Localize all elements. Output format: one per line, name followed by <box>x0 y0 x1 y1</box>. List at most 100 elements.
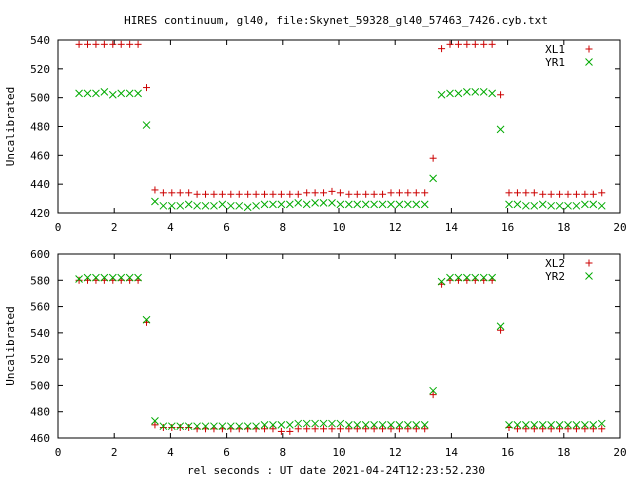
data-point <box>311 199 319 207</box>
data-point <box>117 40 125 48</box>
data-point <box>286 190 294 198</box>
data-point <box>320 425 328 433</box>
data-point <box>261 425 269 433</box>
data-point <box>547 421 556 429</box>
data-point <box>193 190 201 198</box>
x-tick-label: 20 <box>613 221 626 234</box>
data-point <box>581 421 589 429</box>
data-point <box>244 190 252 198</box>
data-point <box>438 45 446 53</box>
y-tick-label: 600 <box>30 248 50 261</box>
x-tick-label: 16 <box>501 446 514 459</box>
data-point <box>412 421 421 429</box>
data-point <box>581 200 589 209</box>
data-point <box>320 189 328 197</box>
data-point <box>446 273 454 282</box>
data-point <box>277 190 285 198</box>
data-point <box>420 421 429 429</box>
data-point <box>463 273 471 282</box>
data-point <box>294 199 303 207</box>
data-point <box>243 203 252 212</box>
data-point <box>361 200 370 209</box>
x-tick-label: 14 <box>445 446 459 459</box>
data-point <box>75 275 83 283</box>
data-point <box>564 201 572 210</box>
data-point <box>159 201 168 210</box>
data-point <box>252 190 260 198</box>
data-point <box>370 421 378 429</box>
data-point <box>564 421 572 429</box>
data-point <box>505 200 513 209</box>
data-point <box>598 425 606 433</box>
data-point <box>362 190 370 198</box>
data-point <box>235 190 243 198</box>
data-point <box>522 201 530 210</box>
bottom-panel: 460 480 500 520 540 560 580 600 0 2 4 6 8 10 12 14 16 18 2… <box>4 248 627 459</box>
data-point <box>379 425 387 433</box>
data-point <box>505 189 513 197</box>
data-point <box>589 200 598 209</box>
data-point <box>395 425 403 433</box>
data-point <box>75 40 83 48</box>
legend-label: YR2 <box>545 270 565 283</box>
y-axis-label: Uncalibrated <box>4 306 17 385</box>
y-axis-label: Uncalibrated <box>4 87 17 166</box>
data-point <box>522 421 530 429</box>
y-tick-label: 460 <box>30 432 50 445</box>
data-point <box>142 121 151 129</box>
data-point <box>370 190 378 198</box>
data-point <box>572 190 580 198</box>
data-point <box>538 200 547 209</box>
data-point <box>167 201 176 210</box>
data-point <box>319 419 328 428</box>
y-tick-label: 440 <box>30 178 50 191</box>
data-point <box>252 422 260 431</box>
data-point <box>539 425 547 433</box>
data-point <box>125 273 134 282</box>
data-point <box>379 190 387 198</box>
data-point <box>597 419 606 428</box>
data-point <box>581 190 589 198</box>
data-point <box>143 84 151 92</box>
data-point <box>598 189 606 197</box>
data-point <box>108 90 117 99</box>
x-tick-label: 0 <box>55 221 62 234</box>
x-tick-label: 14 <box>445 221 459 234</box>
data-point <box>176 422 185 431</box>
data-point <box>294 419 303 428</box>
data-point <box>167 422 176 431</box>
data-point <box>463 88 471 96</box>
x-tick-label: 16 <box>501 221 514 234</box>
data-point <box>387 425 395 433</box>
data-point <box>75 89 83 98</box>
data-point <box>277 200 286 209</box>
data-point <box>361 421 370 429</box>
data-point <box>496 322 505 331</box>
data-point <box>311 425 319 433</box>
legend-marker <box>585 45 593 53</box>
data-point <box>446 40 454 48</box>
data-point <box>471 40 479 48</box>
data-point <box>294 190 302 198</box>
y-tick-label: 480 <box>30 121 50 134</box>
y-tick-label: 560 <box>30 301 50 314</box>
data-point <box>488 89 496 98</box>
data-point <box>572 425 580 433</box>
data-point <box>269 190 277 198</box>
data-point <box>151 421 159 429</box>
data-point <box>168 423 176 431</box>
data-point <box>277 427 285 435</box>
data-point <box>109 40 117 48</box>
data-point <box>530 201 539 210</box>
x-tick-label: 2 <box>111 221 118 234</box>
data-point <box>513 200 522 209</box>
x-axis-label: rel seconds : UT date 2021-04-24T12:23:5… <box>187 464 485 477</box>
x-tick-label: 18 <box>557 446 570 459</box>
data-point <box>151 417 159 425</box>
data-point <box>176 189 184 197</box>
data-point <box>362 425 370 433</box>
x-tick-label: 4 <box>167 221 174 234</box>
data-point <box>547 190 555 198</box>
legend-marker <box>585 58 593 66</box>
